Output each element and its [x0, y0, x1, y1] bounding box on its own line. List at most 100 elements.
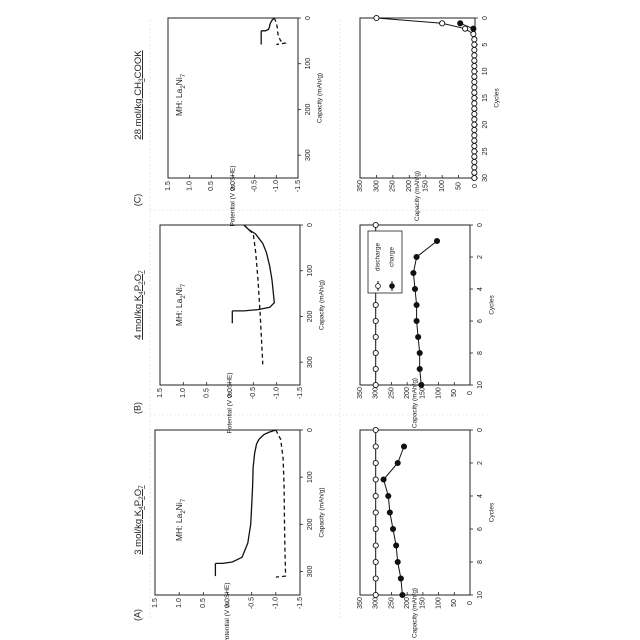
- x-axis-label: Capacity (mAh/g): [317, 73, 324, 123]
- discharge-point: [472, 111, 477, 116]
- series-line-2: [274, 18, 285, 45]
- y-tick-label: 200: [404, 597, 411, 609]
- x-tick-label: 100: [307, 471, 314, 483]
- x-tick-label: 4: [477, 494, 484, 498]
- discharge-point: [374, 15, 379, 20]
- charge-point: [412, 286, 417, 291]
- x-tick-label: 2: [477, 461, 484, 465]
- column-title: 28 mol/kg CH3COOK: [133, 50, 146, 140]
- mh_mid: Ni: [174, 77, 184, 85]
- series-line-2: [244, 225, 263, 364]
- y-tick-label: -1.5: [297, 387, 304, 399]
- y-tick-label: -1.0: [273, 597, 280, 609]
- discharge-point: [373, 526, 378, 531]
- y-axis-label: Potential (V vs. SHE): [230, 165, 237, 226]
- discharge-point: [472, 74, 477, 79]
- discharge-point: [472, 117, 477, 122]
- y-tick-label: 300: [373, 597, 380, 609]
- x-axis-label: Cycles: [489, 502, 496, 522]
- discharge-point: [472, 79, 477, 84]
- mh_sub2: 7: [181, 73, 187, 77]
- series-line-2: [276, 430, 286, 577]
- discharge-point: [373, 444, 378, 449]
- charge-point: [458, 21, 463, 26]
- charge-point: [414, 302, 419, 307]
- charge-point: [434, 238, 439, 243]
- y-tick-label: 150: [420, 387, 427, 399]
- discharge-point: [472, 133, 477, 138]
- discharge-point: [373, 543, 378, 548]
- y-axis-label: Capacity (mAh/g): [414, 171, 421, 221]
- mh-label: MH: La2Ni7: [174, 498, 186, 541]
- legend-label-charge: charge: [389, 247, 396, 267]
- y-tick-label: -0.5: [249, 597, 256, 609]
- title_sub3: 7: [138, 270, 145, 274]
- y-axis-label: Capacity (mAh/g): [412, 588, 419, 638]
- discharge-point: [373, 334, 378, 339]
- charge-point: [471, 26, 476, 31]
- column-header-2: (C)28 mol/kg CH3COOKMH: La2Ni7: [132, 50, 186, 206]
- mh-label: MH: La2Ni7: [174, 283, 186, 326]
- charge-point: [395, 460, 400, 465]
- y-tick-label: 350: [357, 387, 364, 399]
- y-tick-label: 350: [357, 597, 364, 609]
- series-line-discharge: [376, 18, 474, 178]
- y-tick-label: 1.0: [180, 388, 187, 398]
- y-axis-label: Capacity (mAh/g): [412, 378, 419, 428]
- title_main: 28 mol/kg CH: [133, 82, 144, 140]
- x-tick-label: 2: [477, 255, 484, 259]
- mh_mid: Ni: [174, 287, 184, 295]
- y-tick-label: 1.0: [187, 181, 194, 191]
- discharge-point: [373, 493, 378, 498]
- discharge-point: [472, 58, 477, 63]
- discharge-point: [472, 95, 477, 100]
- discharge-point: [472, 122, 477, 127]
- x-tick-label: 8: [477, 560, 484, 564]
- x-tick-label: 10: [477, 381, 484, 389]
- y-tick-label: -1.5: [295, 180, 302, 192]
- title_mid: COOK: [133, 50, 144, 79]
- y-tick-label: 1.5: [157, 388, 164, 398]
- x-axis-label: Cycles: [494, 88, 501, 108]
- x-tick-label: 25: [482, 147, 489, 155]
- series-line-charge: [413, 241, 437, 385]
- y-tick-label: 200: [406, 180, 413, 192]
- y-tick-label: -1.5: [297, 597, 304, 609]
- x-tick-label: 6: [477, 319, 484, 323]
- discharge-point: [373, 576, 378, 581]
- x-tick-label: 200: [307, 310, 314, 322]
- mh_sub2: 7: [181, 283, 187, 287]
- charge-point: [417, 366, 422, 371]
- mh_main: MH: La: [174, 88, 184, 116]
- discharge-point: [472, 149, 477, 154]
- y-tick-label: 300: [373, 387, 380, 399]
- mh_sub2: 7: [181, 498, 187, 502]
- y-tick-label: 0: [467, 391, 474, 395]
- discharge-point: [373, 222, 378, 227]
- x-tick-label: 300: [305, 149, 312, 161]
- x-tick-label: 0: [307, 223, 314, 227]
- y-tick-label: 0.5: [208, 181, 215, 191]
- y-tick-label: 250: [390, 180, 397, 192]
- y-tick-label: 250: [388, 387, 395, 399]
- y-tick-label: 0: [472, 184, 479, 188]
- y-tick-label: 50: [451, 389, 458, 397]
- discharge-point: [472, 159, 477, 164]
- discharge-point: [373, 302, 378, 307]
- x-tick-label: 100: [305, 58, 312, 70]
- charge-point: [387, 510, 392, 515]
- y-tick-label: -1.0: [273, 180, 280, 192]
- column-title: 4 mol/kg K4P2O7: [133, 270, 146, 340]
- x-tick-label: 0: [305, 16, 312, 20]
- discharge-point: [463, 26, 468, 31]
- legend-marker-charge: [390, 284, 395, 289]
- charge-point: [411, 270, 416, 275]
- y-tick-label: 50: [451, 599, 458, 607]
- discharge-point: [472, 53, 477, 58]
- chart-panel-c-bottom: 350300250200150100500051015202530CyclesC…: [357, 15, 501, 221]
- panel-letter: (A): [132, 609, 142, 621]
- charge-point: [381, 477, 386, 482]
- charge-point: [401, 444, 406, 449]
- title_end: O: [133, 489, 144, 496]
- y-tick-label: 50: [455, 182, 462, 190]
